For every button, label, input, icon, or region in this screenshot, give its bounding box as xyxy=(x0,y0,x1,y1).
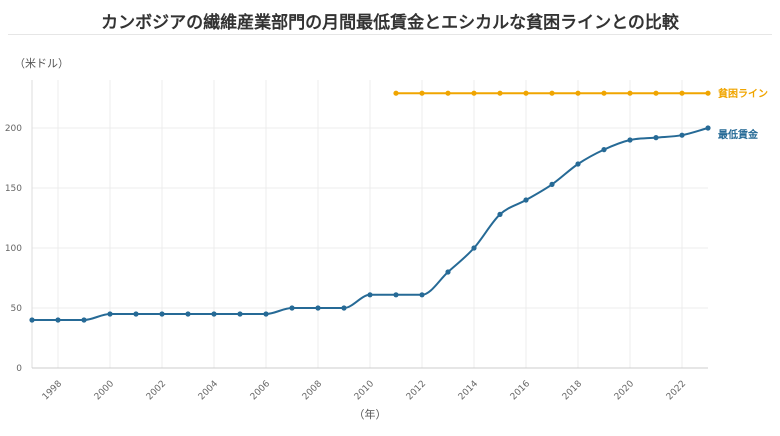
data-point xyxy=(653,135,659,141)
data-point xyxy=(575,161,581,167)
data-point xyxy=(211,311,217,317)
data-point xyxy=(159,311,165,317)
data-point xyxy=(523,90,529,96)
x-tick-label: 2016 xyxy=(509,379,532,402)
data-point xyxy=(315,305,321,311)
data-point xyxy=(289,305,295,311)
data-point xyxy=(445,269,451,275)
data-point xyxy=(393,90,399,96)
data-point xyxy=(341,305,347,311)
x-tick-label: 2008 xyxy=(301,379,324,402)
data-point xyxy=(679,132,685,138)
data-point xyxy=(81,317,87,323)
data-point xyxy=(705,90,711,96)
data-point xyxy=(393,292,399,298)
x-tick-label: 2020 xyxy=(613,379,636,402)
data-point xyxy=(237,311,243,317)
data-point xyxy=(471,245,477,251)
x-tick-label: 2004 xyxy=(197,379,220,402)
data-point xyxy=(705,125,711,131)
x-tick-label: 2000 xyxy=(93,379,116,402)
data-point xyxy=(419,90,425,96)
y-tick-label: 100 xyxy=(5,244,22,254)
data-point xyxy=(133,311,139,317)
x-tick-label: 2006 xyxy=(249,379,272,402)
x-tick-label: 2018 xyxy=(561,379,584,402)
x-tick-label: 2014 xyxy=(457,379,480,402)
data-point xyxy=(445,90,451,96)
data-point xyxy=(107,311,113,317)
data-point xyxy=(367,292,373,298)
y-tick-label: 50 xyxy=(11,304,23,314)
data-point xyxy=(653,90,659,96)
y-tick-label: 200 xyxy=(5,124,22,134)
chart-title: カンボジアの繊維産業部門の月間最低賃金とエシカルな貧困ラインとの比較 xyxy=(101,13,679,33)
title-divider xyxy=(8,34,772,35)
data-point xyxy=(185,311,191,317)
data-point xyxy=(471,90,477,96)
data-point xyxy=(679,90,685,96)
data-point xyxy=(627,90,633,96)
x-tick-label: 2010 xyxy=(353,379,376,402)
x-tick-label: 2022 xyxy=(665,379,688,402)
y-tick-label: 0 xyxy=(16,364,22,374)
data-point xyxy=(497,211,503,217)
y-axis-label: （米ドル） xyxy=(14,57,69,70)
data-point xyxy=(419,292,425,298)
x-tick-label: 1998 xyxy=(41,379,64,402)
data-point xyxy=(601,90,607,96)
data-point xyxy=(55,317,61,323)
y-tick-label: 150 xyxy=(5,184,22,194)
data-point xyxy=(601,147,607,153)
series-label: 貧困ライン xyxy=(718,87,768,100)
data-point xyxy=(549,181,555,187)
data-point xyxy=(575,90,581,96)
data-point xyxy=(263,311,269,317)
data-point xyxy=(29,317,35,323)
data-point xyxy=(523,197,529,203)
data-point xyxy=(497,90,503,96)
x-tick-label: 2012 xyxy=(405,379,428,402)
data-point xyxy=(627,137,633,143)
series-label: 最低賃金 xyxy=(718,128,759,141)
x-tick-label: 2002 xyxy=(145,379,168,402)
x-axis-label: （年） xyxy=(353,408,387,421)
data-point xyxy=(549,90,555,96)
